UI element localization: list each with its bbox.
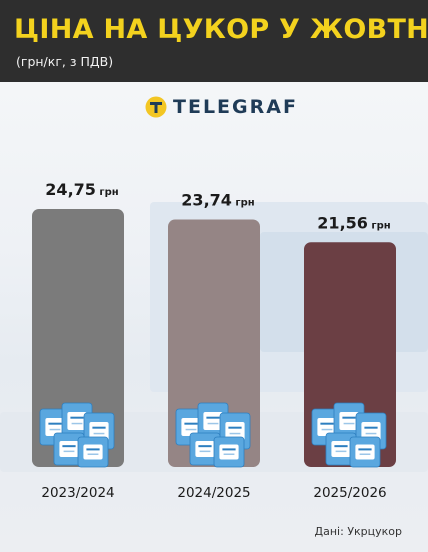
sugar-pack-image (349, 436, 381, 468)
chart-subtitle: (грн/кг, з ПДВ) (16, 54, 114, 69)
data-label-value: 21,56 (317, 213, 368, 232)
sugar-pack-image (213, 436, 245, 468)
data-label-unit: грн (232, 198, 255, 209)
bar (32, 209, 124, 467)
data-label-value: 24,75 (45, 180, 96, 199)
x-tick-label: 2025/2026 (313, 485, 386, 501)
sugar-pack-image (325, 432, 357, 466)
sugar-pack-image (77, 436, 109, 468)
data-label: 24,75 грн (45, 180, 118, 199)
bar (168, 219, 260, 467)
data-source: Дані: Укрцукор (314, 525, 402, 538)
data-label-unit: грн (368, 220, 391, 231)
data-label: 21,56 грн (317, 213, 390, 232)
telegraf-logo: TELEGRAF (145, 95, 298, 119)
x-tick-label: 2024/2025 (177, 485, 250, 501)
data-label-value: 23,74 (181, 191, 232, 210)
x-tick-label: 2023/2024 (41, 485, 114, 501)
data-label-unit: грн (96, 187, 119, 198)
sugar-pack-image (53, 432, 85, 466)
data-label: 23,74 грн (181, 191, 254, 210)
telegraf-t-icon (145, 96, 167, 118)
logo-text: TELEGRAF (173, 96, 298, 118)
chart-title: ЦІНА НА ЦУКОР У ЖОВТНІ (14, 14, 428, 45)
header-banner: ЦІНА НА ЦУКОР У ЖОВТНІ (грн/кг, з ПДВ) (0, 0, 428, 82)
sugar-pack-image (189, 432, 221, 466)
